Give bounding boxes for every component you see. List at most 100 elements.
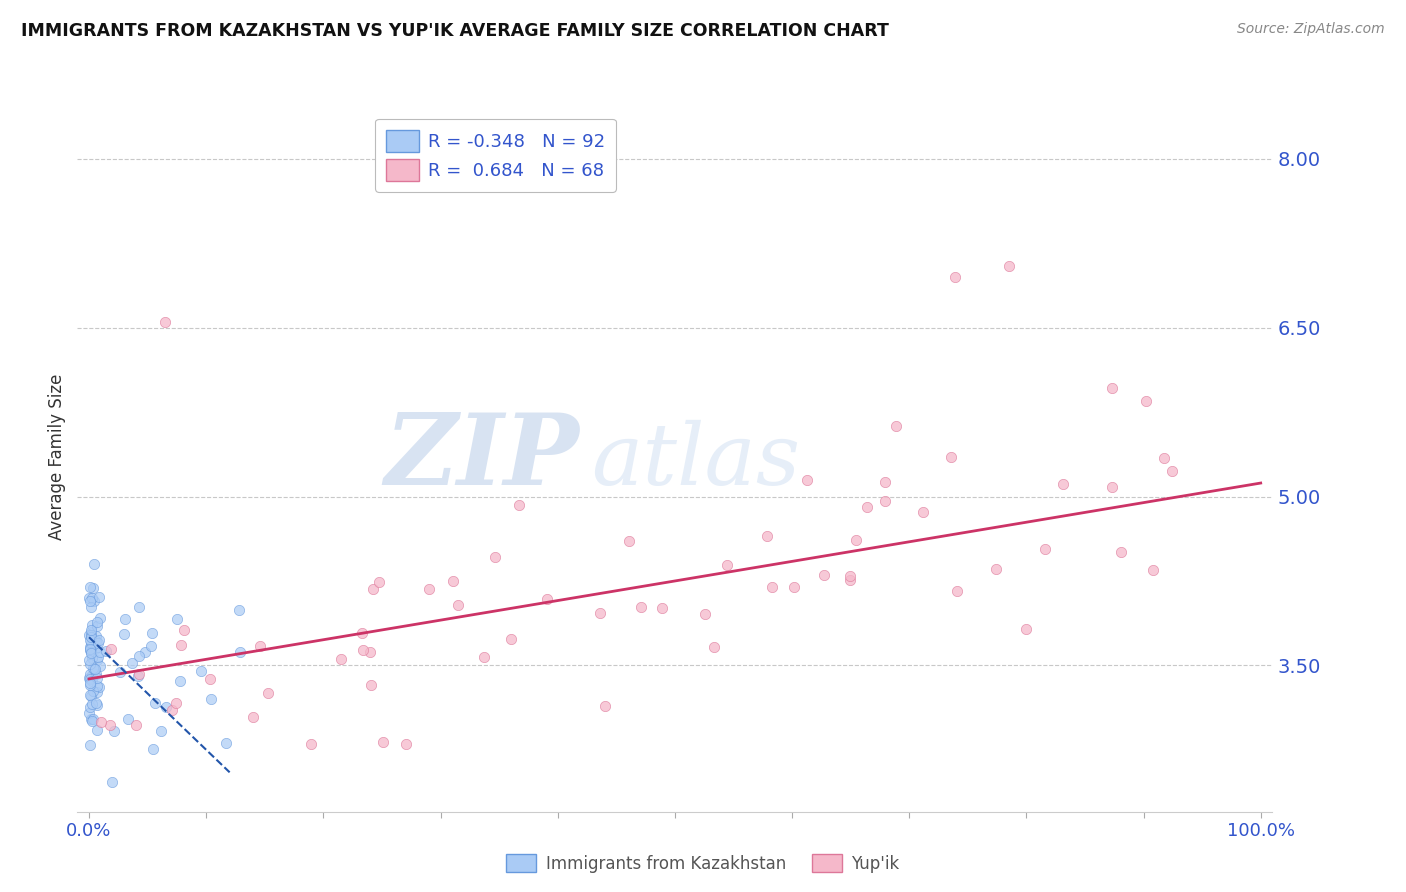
Point (150, 723, 173, 738)
Legend: R = -0.348   N = 92, R =  0.684   N = 68: R = -0.348 N = 92, R = 0.684 N = 68 (375, 119, 616, 192)
Point (813, 567, 835, 582)
Point (418, 582, 440, 596)
Point (86, 679, 108, 693)
Point (170, 638, 193, 652)
Point (716, 558, 738, 572)
Point (215, 735, 238, 749)
Point (884, 419, 907, 434)
Point (619, 533, 641, 548)
Point (86, 619, 108, 633)
Point (139, 640, 162, 654)
Point (82, 698, 104, 712)
Point (1033, 542, 1056, 557)
Point (1101, 381, 1123, 395)
Point (165, 696, 187, 710)
Point (84, 633, 107, 648)
Point (128, 600, 150, 615)
Point (368, 574, 391, 589)
Point (80, 645, 103, 659)
Point (395, 737, 418, 751)
Point (84, 697, 107, 711)
Point (86, 698, 108, 713)
Point (89, 659, 111, 673)
Point (845, 533, 868, 547)
Point (1101, 480, 1123, 494)
Point (96, 643, 118, 657)
Point (1135, 393, 1157, 408)
Point (80, 618, 103, 632)
Point (838, 569, 860, 583)
Point (1052, 477, 1074, 491)
Point (77, 671, 100, 685)
Point (87, 680, 110, 694)
Point (79, 652, 101, 666)
Point (1109, 544, 1132, 558)
Point (80, 672, 103, 686)
Point (79, 700, 101, 714)
Point (536, 592, 558, 607)
Point (589, 606, 612, 620)
Point (128, 648, 150, 663)
Point (82, 581, 104, 595)
Point (112, 627, 135, 641)
Point (249, 639, 271, 653)
Point (155, 315, 177, 329)
Point (143, 696, 166, 710)
Point (875, 494, 897, 508)
Point (125, 718, 148, 732)
Point (87, 650, 110, 665)
Point (79, 672, 101, 686)
Point (873, 475, 896, 489)
Point (447, 598, 470, 612)
Point (80, 651, 103, 665)
Point (77, 706, 100, 720)
Point (472, 650, 495, 665)
Point (79, 739, 101, 753)
Point (155, 699, 177, 714)
Point (83, 593, 105, 607)
Point (86, 615, 108, 629)
Point (83, 641, 105, 656)
Point (783, 580, 806, 594)
Point (911, 505, 934, 519)
Legend: Immigrants from Kazakhstan, Yup'ik: Immigrants from Kazakhstan, Yup'ik (499, 847, 907, 880)
Point (80, 714, 103, 728)
Point (77, 591, 100, 605)
Point (755, 529, 778, 543)
Point (127, 669, 149, 683)
Point (90, 714, 112, 729)
Point (508, 498, 530, 512)
Point (79, 688, 101, 702)
Point (299, 737, 322, 751)
Point (89, 644, 111, 658)
Point (80, 689, 103, 703)
Point (595, 699, 617, 714)
Point (83, 662, 105, 676)
Point (761, 580, 783, 594)
Point (98, 718, 121, 732)
Point (352, 626, 374, 640)
Text: ZIP: ZIP (384, 409, 579, 506)
Point (371, 735, 394, 749)
Point (838, 573, 860, 587)
Point (360, 678, 382, 692)
Point (162, 703, 184, 717)
Point (114, 612, 136, 626)
Point (80, 625, 103, 640)
Point (117, 712, 139, 726)
Point (87, 632, 110, 647)
Point (79, 594, 101, 608)
Point (89, 611, 111, 625)
Point (946, 584, 969, 599)
Point (1142, 563, 1164, 577)
Point (1161, 464, 1184, 478)
Point (361, 582, 384, 596)
Point (190, 664, 212, 678)
Point (997, 259, 1019, 273)
Point (142, 741, 165, 756)
Point (703, 640, 725, 655)
Point (84, 667, 107, 681)
Point (101, 775, 124, 789)
Point (110, 665, 132, 680)
Point (84, 629, 107, 643)
